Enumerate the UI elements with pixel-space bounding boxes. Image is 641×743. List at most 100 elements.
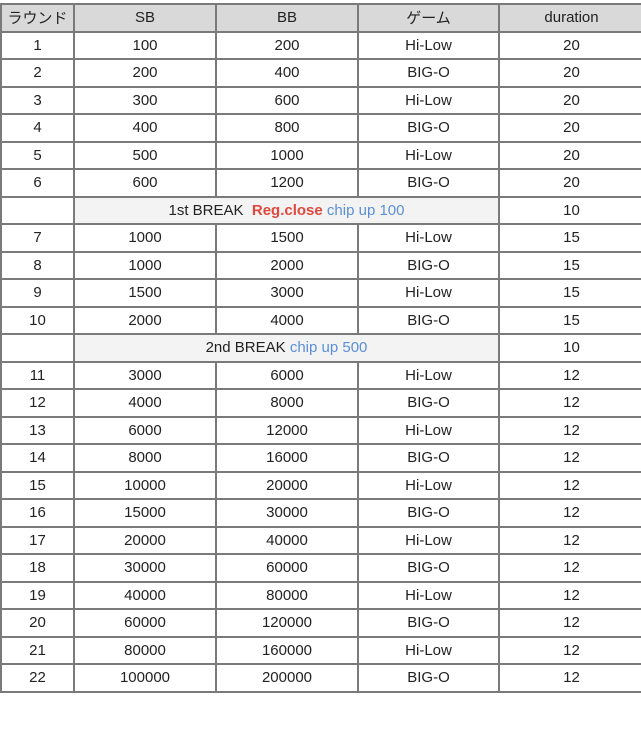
table-row: 10 2000 4000 BIG-O 15 — [0, 305, 641, 335]
cell-game: BIG-O — [357, 443, 500, 473]
cell-bb: 2000 — [215, 250, 359, 280]
cell-bb: 800 — [215, 113, 359, 143]
cell-bb: 1200 — [215, 168, 359, 198]
cell-game: Hi-Low — [357, 85, 500, 115]
cell-bb: 16000 — [215, 443, 359, 473]
cell-game: Hi-Low — [357, 140, 500, 170]
cell-round: 21 — [0, 635, 75, 665]
cell-game: BIG-O — [357, 498, 500, 528]
cell-duration: 12 — [498, 580, 641, 610]
header-duration: duration — [498, 3, 641, 33]
break-label: 1st BREAK — [168, 201, 244, 219]
cell-bb: 3000 — [215, 278, 359, 308]
cell-duration: 12 — [498, 498, 641, 528]
cell-bb: 200000 — [215, 663, 359, 693]
cell-duration: 20 — [498, 85, 641, 115]
table-row: 4 400 800 BIG-O 20 — [0, 113, 641, 143]
table-row: 8 1000 2000 BIG-O 15 — [0, 250, 641, 280]
cell-round: 2 — [0, 58, 75, 88]
cell-round: 19 — [0, 580, 75, 610]
cell-sb: 60000 — [73, 608, 217, 638]
cell-duration: 20 — [498, 140, 641, 170]
cell-sb: 10000 — [73, 470, 217, 500]
cell-sb: 30000 — [73, 553, 217, 583]
cell-duration: 12 — [498, 360, 641, 390]
cell-game: BIG-O — [357, 168, 500, 198]
cell-duration: 12 — [498, 635, 641, 665]
cell-game: Hi-Low — [357, 360, 500, 390]
cell-game: Hi-Low — [357, 470, 500, 500]
cell-sb: 300 — [73, 85, 217, 115]
cell-sb: 3000 — [73, 360, 217, 390]
cell-duration: 12 — [498, 470, 641, 500]
cell-duration: 20 — [498, 113, 641, 143]
cell-game: Hi-Low — [357, 525, 500, 555]
cell-round: 11 — [0, 360, 75, 390]
chip-up-label: chip up 100 — [326, 201, 405, 219]
cell-duration: 12 — [498, 388, 641, 418]
cell-sb: 1000 — [73, 250, 217, 280]
cell-round: 15 — [0, 470, 75, 500]
table-row: 9 1500 3000 Hi-Low 15 — [0, 278, 641, 308]
cell-round-empty — [0, 195, 75, 225]
cell-duration: 15 — [498, 223, 641, 253]
cell-duration: 20 — [498, 58, 641, 88]
table-row: 12 4000 8000 BIG-O 12 — [0, 388, 641, 418]
cell-game: BIG-O — [357, 388, 500, 418]
cell-bb: 1500 — [215, 223, 359, 253]
cell-sb: 1500 — [73, 278, 217, 308]
cell-game: BIG-O — [357, 608, 500, 638]
cell-round: 6 — [0, 168, 75, 198]
cell-game: BIG-O — [357, 553, 500, 583]
table-row: 2 200 400 BIG-O 20 — [0, 58, 641, 88]
table-row: 3 300 600 Hi-Low 20 — [0, 85, 641, 115]
cell-duration: 10 — [498, 333, 641, 363]
cell-game: Hi-Low — [357, 223, 500, 253]
table-row: 11 3000 6000 Hi-Low 12 — [0, 360, 641, 390]
cell-duration: 12 — [498, 415, 641, 445]
header-sb: SB — [73, 3, 217, 33]
cell-sb: 15000 — [73, 498, 217, 528]
cell-bb: 400 — [215, 58, 359, 88]
cell-sb: 400 — [73, 113, 217, 143]
table-row: 21 80000 160000 Hi-Low 12 — [0, 635, 641, 665]
cell-duration: 12 — [498, 608, 641, 638]
table-row: 16 15000 30000 BIG-O 12 — [0, 498, 641, 528]
cell-game: BIG-O — [357, 663, 500, 693]
cell-bb: 1000 — [215, 140, 359, 170]
cell-bb: 40000 — [215, 525, 359, 555]
blind-structure-table: ラウンド SB BB ゲーム duration 1 100 200 Hi-Low 20 2… — [0, 3, 641, 693]
cell-round-empty — [0, 333, 75, 363]
cell-bb: 120000 — [215, 608, 359, 638]
cell-bb: 60000 — [215, 553, 359, 583]
table-row: 20 60000 120000 BIG-O 12 — [0, 608, 641, 638]
cell-round: 13 — [0, 415, 75, 445]
cell-game: Hi-Low — [357, 580, 500, 610]
table-row: 18 30000 60000 BIG-O 12 — [0, 553, 641, 583]
cell-round: 10 — [0, 305, 75, 335]
cell-duration: 12 — [498, 663, 641, 693]
table-row: 13 6000 12000 Hi-Low 12 — [0, 415, 641, 445]
cell-duration: 15 — [498, 278, 641, 308]
table-row: 1 100 200 Hi-Low 20 — [0, 30, 641, 60]
cell-round: 5 — [0, 140, 75, 170]
cell-bb: 30000 — [215, 498, 359, 528]
cell-sb: 8000 — [73, 443, 217, 473]
cell-sb: 100 — [73, 30, 217, 60]
cell-sb: 80000 — [73, 635, 217, 665]
cell-round: 14 — [0, 443, 75, 473]
break-label-cell: 2nd BREAK chip up 500 — [73, 333, 500, 363]
cell-sb: 100000 — [73, 663, 217, 693]
break-row: 2nd BREAK chip up 500 10 — [0, 333, 641, 363]
cell-round: 16 — [0, 498, 75, 528]
cell-duration: 12 — [498, 525, 641, 555]
cell-sb: 2000 — [73, 305, 217, 335]
table-row: 14 8000 16000 BIG-O 12 — [0, 443, 641, 473]
cell-bb: 600 — [215, 85, 359, 115]
cell-round: 8 — [0, 250, 75, 280]
cell-sb: 200 — [73, 58, 217, 88]
cell-bb: 4000 — [215, 305, 359, 335]
table-row: 6 600 1200 BIG-O 20 — [0, 168, 641, 198]
cell-sb: 20000 — [73, 525, 217, 555]
cell-sb: 1000 — [73, 223, 217, 253]
